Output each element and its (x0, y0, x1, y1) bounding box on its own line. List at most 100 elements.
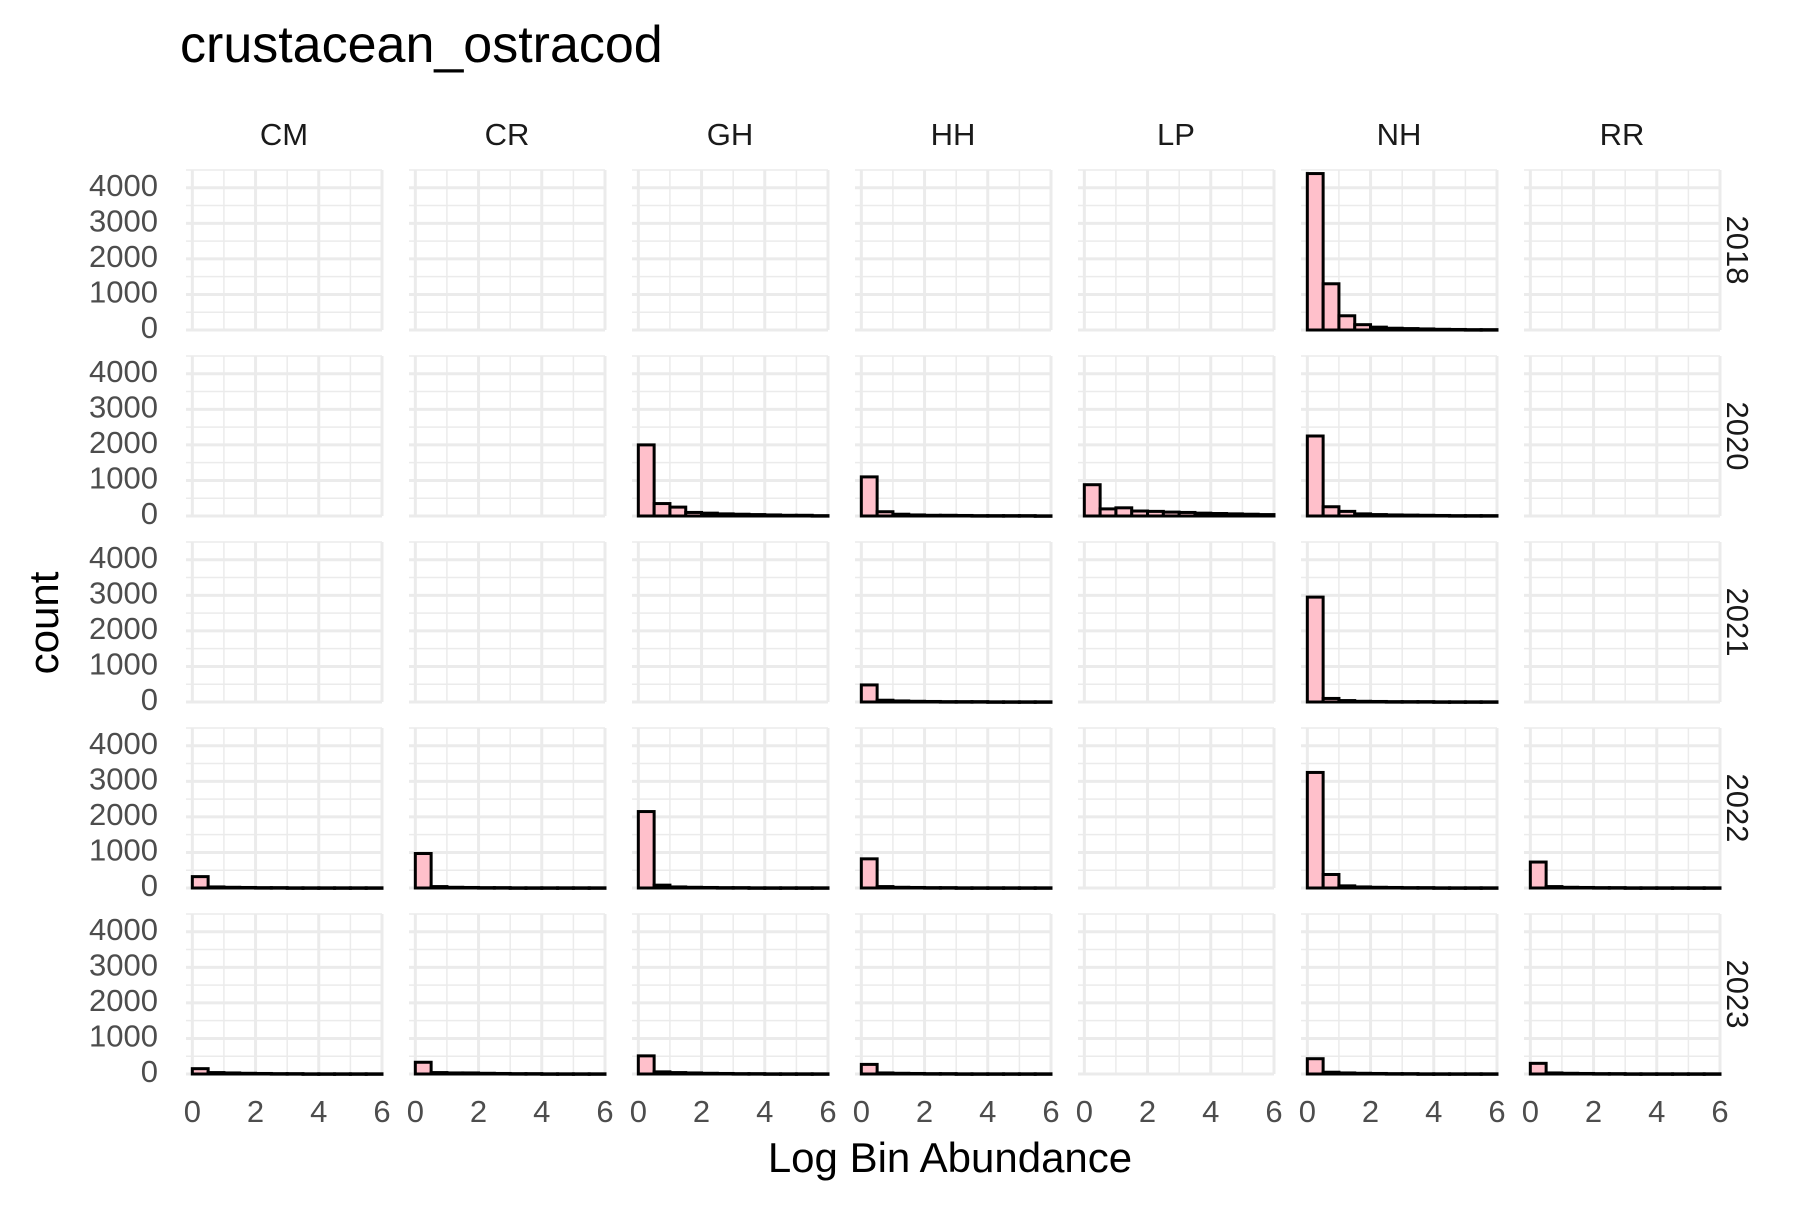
bars-CR-2022 (413, 852, 607, 890)
histogram-bar (1479, 328, 1499, 332)
panel-RR-2023 (1524, 913, 1722, 1076)
histogram-bar (1305, 1057, 1325, 1076)
histogram-bar (668, 885, 688, 890)
histogram-bar (1432, 327, 1452, 332)
panel-CR-2020 (409, 355, 607, 518)
y-tick-label: 2000 (89, 425, 158, 460)
strip-label-col-HH: HH (931, 117, 976, 152)
histogram-bar (636, 810, 656, 890)
histogram-bar (763, 513, 783, 518)
panel-LP-2022 (1078, 727, 1276, 890)
histogram-bar (1576, 1071, 1596, 1076)
histogram-bar (954, 886, 974, 890)
histogram-bar (700, 1071, 719, 1076)
histogram-bar (1560, 885, 1580, 890)
x-tick-label: 6 (1042, 1094, 1059, 1129)
x-tick-label: 0 (407, 1094, 424, 1129)
histogram-bar (1400, 327, 1420, 332)
histogram-bar (1416, 513, 1436, 518)
panel-NH-2022 (1301, 727, 1499, 890)
x-tick-label: 6 (1711, 1094, 1728, 1129)
histogram-bar (1702, 886, 1722, 890)
histogram-bar (810, 886, 830, 890)
histogram-bar (1369, 325, 1388, 332)
histogram-bar (1305, 434, 1325, 518)
histogram-bar (1479, 700, 1499, 704)
y-tick-label: 0 (141, 496, 158, 531)
histogram-bar (1225, 512, 1244, 518)
bars-HH-2020 (859, 475, 1053, 518)
histogram-bar (923, 1072, 942, 1076)
histogram-bar (794, 513, 814, 518)
histogram-bar (348, 886, 368, 890)
histogram-bar (1432, 700, 1452, 704)
histogram-bar (477, 1071, 496, 1076)
histogram-bar (222, 1071, 242, 1076)
x-tick-label: 2 (247, 1094, 264, 1129)
histogram-bar (1463, 1072, 1483, 1076)
histogram-bar (254, 1071, 273, 1076)
histogram-bar (907, 1071, 927, 1076)
panel-CM-2023 (186, 913, 384, 1076)
y-tick-label: 0 (141, 1054, 158, 1089)
histogram-bar (1463, 328, 1483, 332)
histogram-bar (1193, 511, 1213, 518)
y-tick-label: 4000 (89, 354, 158, 389)
y-tick-label: 2000 (89, 239, 158, 274)
bars-RR-2023 (1528, 1061, 1722, 1076)
histogram-bar (986, 1072, 1006, 1076)
histogram-bar (938, 886, 958, 890)
histogram-bar (492, 1071, 512, 1076)
histogram-bar (269, 886, 289, 890)
histogram-bar (1416, 1072, 1436, 1076)
x-tick-label: 4 (979, 1094, 996, 1129)
histogram-bar (810, 1072, 830, 1076)
histogram-bar (413, 852, 433, 890)
panel-CM-2022 (186, 727, 384, 890)
x-tick-label: 0 (853, 1094, 870, 1129)
x-tick-label: 4 (756, 1094, 773, 1129)
histogram-bar (1528, 1061, 1548, 1076)
histogram-bar (859, 857, 879, 890)
strip-label-row-2021: 2021 (1720, 588, 1755, 657)
y-tick-label: 4000 (89, 912, 158, 947)
histogram-bar (1353, 512, 1373, 518)
bars-HH-2022 (859, 857, 1053, 890)
histogram-bar (859, 475, 879, 518)
histogram-bar (333, 1072, 352, 1076)
histogram-bar (269, 1072, 289, 1076)
panel-HH-2023 (855, 913, 1053, 1076)
bars-GH-2022 (636, 810, 830, 890)
histogram-bar (700, 885, 719, 890)
histogram-bar (413, 1060, 433, 1076)
histogram-bar (891, 885, 911, 890)
x-tick-label: 6 (819, 1094, 836, 1129)
panel-NH-2021 (1301, 541, 1499, 704)
histogram-bar (254, 886, 273, 890)
panel-RR-2021 (1524, 541, 1722, 704)
y-axis-title: count (20, 571, 67, 674)
histogram-bar (779, 1072, 798, 1076)
histogram-bar (1146, 509, 1165, 518)
x-tick-label: 4 (310, 1094, 327, 1129)
strip-label-row-2020: 2020 (1720, 402, 1755, 471)
histogram-bar (715, 886, 735, 890)
x-tick-label: 2 (470, 1094, 487, 1129)
histogram-bar (715, 512, 735, 518)
histogram-bar (715, 1071, 735, 1076)
histogram-bar (1463, 514, 1483, 518)
histogram-bar (238, 885, 258, 890)
y-tick-label: 4000 (89, 726, 158, 761)
histogram-bar (938, 700, 958, 704)
histogram-bar (238, 1071, 258, 1076)
strip-label-col-CR: CR (485, 117, 530, 152)
bars-GH-2020 (636, 443, 830, 518)
histogram-bar (652, 883, 672, 890)
panel-GH-2020 (632, 355, 830, 518)
histogram-bar (1400, 1072, 1420, 1076)
panel-CR-2022 (409, 727, 607, 890)
y-tick-label: 1000 (89, 647, 158, 682)
histogram-bar (1448, 514, 1467, 518)
histogram-bar (1256, 513, 1276, 518)
panel-LP-2020 (1078, 355, 1276, 518)
